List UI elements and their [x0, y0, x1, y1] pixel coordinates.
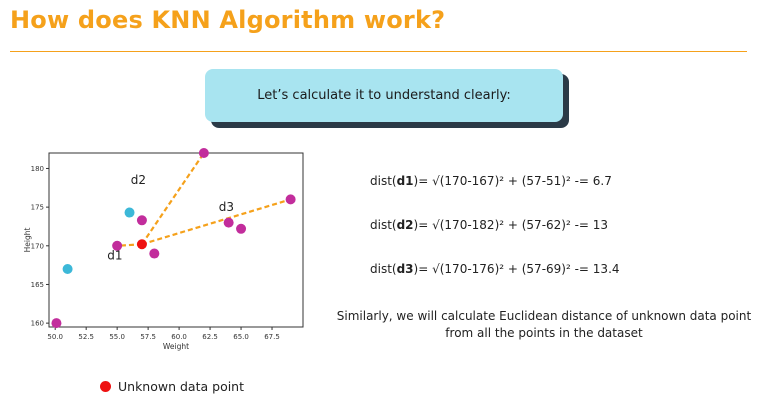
- y-tick-label: 175: [31, 204, 44, 212]
- formula-d1-expr: )= √(170-167)² + (57-51)² -= 6.7: [413, 174, 612, 188]
- formula-d1-prefix: dist(: [370, 174, 397, 188]
- data-point: [236, 223, 247, 234]
- data-point: [51, 318, 62, 329]
- formula-d2-name: d2: [396, 218, 414, 232]
- legend-label: Unknown data point: [118, 379, 245, 394]
- formula-d3-name: d3: [396, 262, 414, 276]
- formula-d2-prefix: dist(: [370, 218, 397, 232]
- x-axis-label: Weight: [163, 342, 189, 351]
- formula-d2: dist(d2)= √(170-182)² + (57-62)² -= 13: [370, 218, 608, 232]
- formula-d2-expr: )= √(170-182)² + (57-62)² -= 13: [413, 218, 609, 232]
- x-tick-label: 60.0: [171, 333, 187, 341]
- data-point: [112, 240, 123, 251]
- distance-line: [141, 198, 291, 246]
- legend: Unknown data point: [100, 379, 244, 394]
- formula-d1: dist(d1)= √(170-167)² + (57-51)² -= 6.7: [370, 174, 612, 188]
- formula-d3-prefix: dist(: [370, 262, 397, 276]
- distance-line: [141, 152, 205, 245]
- data-point: [198, 148, 209, 158]
- formula-d3: dist(d3)= √(170-176)² + (57-69)² -= 13.4: [370, 262, 620, 276]
- formula-d3-expr: )= √(170-176)² + (57-69)² -= 13.4: [413, 262, 620, 276]
- data-point: [223, 217, 234, 228]
- page-title: How does KNN Algorithm work?: [10, 6, 446, 34]
- data-point: [149, 248, 160, 259]
- data-point: [136, 215, 147, 226]
- y-tick-label: 165: [31, 281, 44, 289]
- data-point: [62, 264, 73, 274]
- x-tick-label: 65.0: [233, 333, 249, 341]
- title-divider: [10, 51, 747, 52]
- y-tick-label: 180: [31, 165, 44, 173]
- legend-dot-icon: [100, 381, 111, 392]
- callout-box: Let’s calculate it to understand clearly…: [205, 69, 563, 122]
- formula-d1-name: d1: [396, 174, 414, 188]
- data-point: [285, 194, 296, 205]
- callout-text: Let’s calculate it to understand clearly…: [257, 88, 511, 103]
- x-tick-label: 57.5: [140, 333, 156, 341]
- x-tick-label: 67.5: [264, 333, 280, 341]
- y-tick-label: 160: [31, 320, 44, 328]
- x-tick-label: 55.0: [109, 333, 125, 341]
- explanation-text: Similarly, we will calculate Euclidean d…: [336, 309, 752, 340]
- y-tick-label: 170: [31, 242, 44, 250]
- scatter-chart: 50.0 52.5 55.0 57.5 60.0 62.5 65.0 67.5 160 165 17…: [23, 148, 304, 351]
- distance-annotation: d1: [107, 249, 122, 263]
- x-tick-label: 50.0: [47, 333, 63, 341]
- x-tick-label: 62.5: [202, 333, 218, 341]
- distance-annotation: d3: [219, 200, 234, 214]
- data-point: [124, 207, 135, 218]
- data-point: [136, 239, 147, 250]
- plot-frame: [48, 152, 304, 328]
- distance-annotation: d2: [131, 173, 146, 187]
- y-axis-label: Height: [23, 228, 32, 253]
- x-tick-label: 52.5: [78, 333, 94, 341]
